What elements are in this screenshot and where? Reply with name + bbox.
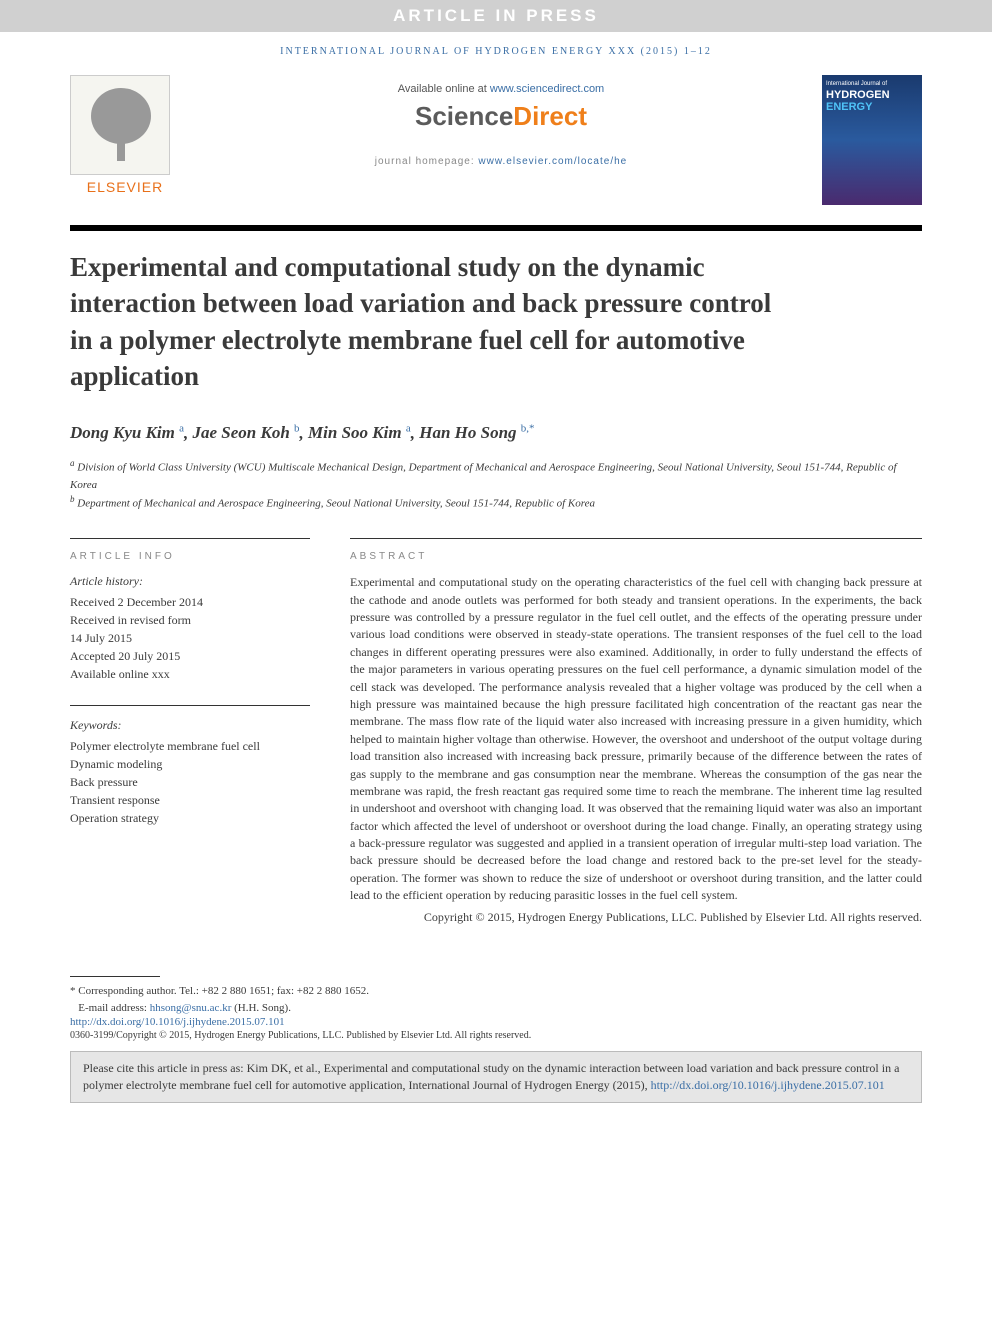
elsevier-tree-icon — [70, 75, 170, 175]
available-online-text: Available online at www.sciencedirect.co… — [200, 83, 802, 95]
footnote-block: * Corresponding author. Tel.: +82 2 880 … — [0, 926, 992, 1041]
email-name: (H.H. Song). — [231, 1002, 291, 1014]
author-list: Dong Kyu Kim a, Jae Seon Koh b, Min Soo … — [0, 395, 992, 444]
elsevier-name: ELSEVIER — [70, 179, 180, 195]
sciencedirect-logo: ScienceDirect — [200, 101, 802, 132]
publisher-block: ELSEVIER Available online at www.science… — [0, 75, 992, 205]
history-item: Received in revised form — [70, 611, 310, 629]
abstract-heading: ABSTRACT — [350, 538, 922, 562]
journal-cover: International Journal of HYDROGEN ENERGY — [822, 75, 922, 205]
homepage-label: journal homepage: — [375, 156, 479, 167]
press-banner: ARTICLE IN PRESS — [0, 0, 992, 32]
history-heading: Article history: — [70, 574, 310, 589]
cover-line3: ENERGY — [826, 101, 918, 113]
affiliation-b: b Department of Mechanical and Aerospace… — [70, 493, 922, 512]
history-item: 14 July 2015 — [70, 629, 310, 647]
article-info-heading: ARTICLE INFO — [70, 538, 310, 562]
email-link[interactable]: hhsong@snu.ac.kr — [150, 1002, 232, 1014]
corr-label: * Corresponding author. — [70, 985, 179, 997]
abstract-copyright: Copyright © 2015, Hydrogen Energy Public… — [350, 909, 922, 926]
article-info-column: ARTICLE INFO Article history: Received 2… — [70, 538, 310, 926]
available-label: Available online at — [398, 83, 490, 95]
author: Min Soo Kim a — [308, 423, 411, 442]
cover-line2: HYDROGEN — [826, 89, 918, 101]
email-line: E-mail address: hhsong@snu.ac.kr (H.H. S… — [70, 1000, 922, 1017]
sd-suffix: Direct — [513, 101, 587, 131]
journal-homepage-link[interactable]: www.elsevier.com/locate/he — [478, 156, 627, 167]
history-item: Accepted 20 July 2015 — [70, 647, 310, 665]
keyword-item: Polymer electrolyte membrane fuel cell — [70, 737, 310, 755]
keyword-item: Transient response — [70, 791, 310, 809]
history-item: Received 2 December 2014 — [70, 593, 310, 611]
sd-prefix: Science — [415, 101, 513, 131]
doi-link[interactable]: http://dx.doi.org/10.1016/j.ijhydene.201… — [70, 1016, 285, 1028]
article-page: ARTICLE IN PRESS INTERNATIONAL JOURNAL O… — [0, 0, 992, 1323]
history-list: Received 2 December 2014Received in revi… — [70, 593, 310, 683]
corresponding-author: * Corresponding author. Tel.: +82 2 880 … — [70, 983, 922, 1000]
elsevier-logo: ELSEVIER — [70, 75, 180, 195]
keywords-heading: Keywords: — [70, 718, 310, 733]
corr-detail: Tel.: +82 2 880 1651; fax: +82 2 880 165… — [179, 985, 369, 997]
affiliation-a: a Division of World Class University (WC… — [70, 457, 922, 493]
keyword-item: Back pressure — [70, 773, 310, 791]
content-columns: ARTICLE INFO Article history: Received 2… — [0, 512, 992, 926]
author: Han Ho Song b,* — [419, 423, 534, 442]
keywords-list: Polymer electrolyte membrane fuel cellDy… — [70, 737, 310, 827]
abstract-text: Experimental and computational study on … — [350, 574, 922, 904]
keyword-item: Operation strategy — [70, 809, 310, 827]
affiliations: a Division of World Class University (WC… — [0, 443, 992, 512]
cite-doi-link[interactable]: http://dx.doi.org/10.1016/j.ijhydene.201… — [651, 1078, 885, 1092]
cover-line1: International Journal of — [826, 81, 918, 87]
journal-header: INTERNATIONAL JOURNAL OF HYDROGEN ENERGY… — [0, 32, 992, 75]
email-label: E-mail address: — [78, 1002, 149, 1014]
article-title: Experimental and computational study on … — [0, 231, 992, 395]
citation-box: Please cite this article in press as: Ki… — [70, 1051, 922, 1103]
issn-copyright: 0360-3199/Copyright © 2015, Hydrogen Ene… — [70, 1030, 922, 1041]
homepage-line: journal homepage: www.elsevier.com/locat… — [200, 156, 802, 167]
doi-line: http://dx.doi.org/10.1016/j.ijhydene.201… — [70, 1016, 922, 1028]
author: Jae Seon Koh b — [193, 423, 300, 442]
footnote-rule — [70, 976, 160, 977]
sciencedirect-block: Available online at www.sciencedirect.co… — [200, 75, 802, 167]
abstract-column: ABSTRACT Experimental and computational … — [350, 538, 922, 926]
sciencedirect-link[interactable]: www.sciencedirect.com — [490, 83, 604, 95]
keyword-item: Dynamic modeling — [70, 755, 310, 773]
history-item: Available online xxx — [70, 665, 310, 683]
author: Dong Kyu Kim a — [70, 423, 184, 442]
keywords-rule — [70, 705, 310, 706]
